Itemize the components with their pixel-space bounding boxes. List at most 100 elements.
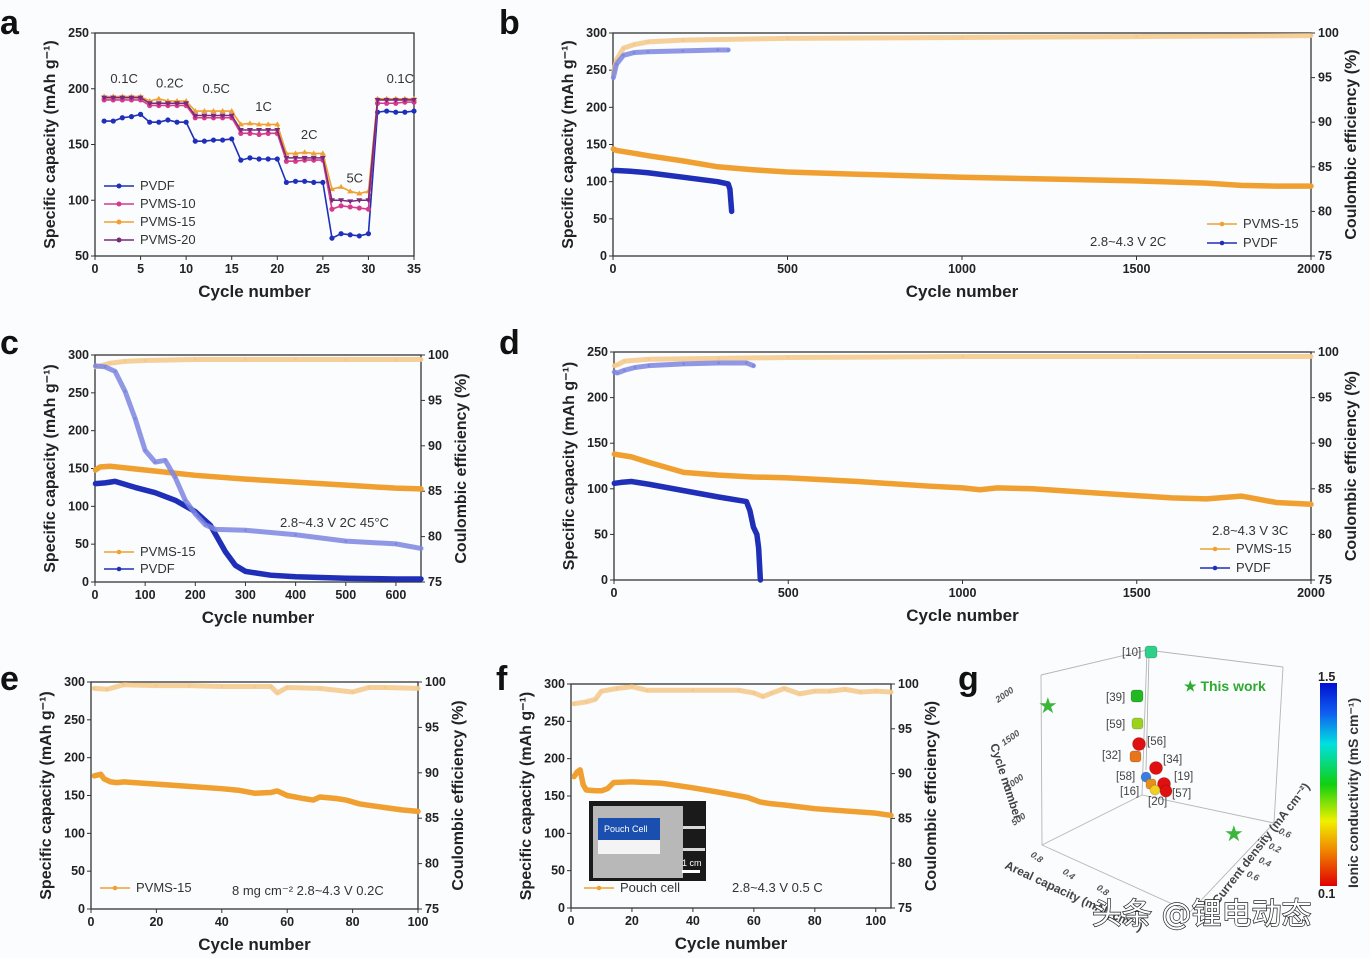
data-point bbox=[411, 108, 417, 114]
data-point bbox=[419, 577, 423, 581]
data-point bbox=[285, 686, 289, 689]
data-point bbox=[419, 358, 423, 361]
data-point bbox=[755, 533, 759, 536]
data-point bbox=[283, 179, 289, 186]
data-point bbox=[113, 479, 117, 483]
legend-marker bbox=[1219, 240, 1225, 246]
data-point bbox=[220, 685, 224, 688]
y-tick-label: 250 bbox=[544, 714, 565, 728]
data-point bbox=[318, 686, 322, 690]
data-point bbox=[856, 480, 860, 483]
y-tick-label: 150 bbox=[587, 436, 608, 450]
data-point bbox=[256, 156, 262, 162]
data-point bbox=[874, 689, 878, 693]
y2-tick-label: 90 bbox=[425, 766, 439, 780]
data-point bbox=[183, 119, 189, 125]
x-tick-label: 80 bbox=[346, 915, 360, 929]
data-point bbox=[329, 235, 335, 241]
point-ref-label: [10] bbox=[1122, 647, 1141, 659]
data-point bbox=[752, 691, 756, 695]
data-point bbox=[584, 700, 588, 704]
data-point bbox=[244, 477, 247, 481]
y2-tick-label: 85 bbox=[1318, 482, 1332, 496]
data-point bbox=[356, 205, 362, 211]
data-point bbox=[629, 169, 632, 173]
data-point bbox=[192, 113, 199, 119]
g-point: [39] bbox=[1106, 689, 1144, 704]
data-point bbox=[94, 482, 97, 486]
data-point bbox=[133, 486, 137, 489]
colorbar-min-label: 0.1 bbox=[1318, 887, 1335, 901]
data-point bbox=[400, 808, 404, 812]
data-point bbox=[193, 473, 197, 477]
point-ref-label: [56] bbox=[1147, 736, 1166, 748]
x-tick-label: 100 bbox=[135, 588, 156, 602]
y-tick-label: 0 bbox=[78, 902, 85, 916]
point-ref-label: [58] bbox=[1116, 771, 1135, 783]
data-point bbox=[192, 108, 199, 114]
x-tick-label: 10 bbox=[179, 262, 193, 276]
data-point bbox=[632, 43, 636, 46]
data-point bbox=[606, 787, 609, 790]
data-point bbox=[220, 137, 226, 143]
y-tick-label: 200 bbox=[64, 751, 85, 765]
data-point bbox=[786, 476, 790, 480]
data-point bbox=[173, 476, 177, 479]
data-point bbox=[1135, 35, 1138, 38]
data-point bbox=[681, 49, 685, 53]
data-point bbox=[1309, 34, 1313, 38]
data-point bbox=[632, 51, 636, 55]
data-point bbox=[593, 697, 597, 701]
x-tick-label: 0 bbox=[92, 262, 99, 276]
data-point bbox=[237, 121, 244, 127]
data-point bbox=[344, 483, 348, 487]
x-tick-label: 0 bbox=[610, 262, 617, 276]
data-point bbox=[681, 175, 685, 179]
x-tick-label: 1000 bbox=[948, 262, 976, 276]
pouch-cell-inset-photo: Pouch Cell 1 cm bbox=[589, 801, 706, 881]
z-tick-label: 1500 bbox=[999, 728, 1021, 748]
data-point bbox=[275, 691, 279, 695]
legend-label: PVDF bbox=[1236, 560, 1271, 575]
test-condition-annotation: 2.8~4.3 V 3C bbox=[1212, 523, 1288, 538]
x-tick-label: 1500 bbox=[1123, 586, 1151, 600]
data-point bbox=[294, 575, 298, 579]
data-point bbox=[329, 206, 335, 212]
y-tick-label: 250 bbox=[586, 63, 607, 77]
data-point bbox=[247, 130, 253, 136]
data-point bbox=[646, 154, 650, 158]
rate-annotation: 2C bbox=[301, 127, 318, 142]
x-tick-label: 40 bbox=[686, 914, 700, 928]
data-point bbox=[201, 138, 207, 144]
data-point bbox=[394, 358, 398, 361]
data-point bbox=[1030, 487, 1034, 491]
y2-tick-label: 85 bbox=[898, 811, 912, 825]
data-point bbox=[612, 364, 616, 368]
data-point bbox=[203, 523, 207, 527]
data-point bbox=[889, 690, 893, 694]
legend-label: PVDF bbox=[140, 178, 175, 193]
data-point bbox=[344, 539, 348, 543]
data-point bbox=[600, 789, 603, 793]
data-point bbox=[383, 686, 387, 689]
legend-label: Pouch cell bbox=[620, 880, 680, 895]
data-point bbox=[622, 53, 625, 57]
y2-tick-label: 85 bbox=[425, 811, 439, 825]
z-tick-label: 2000 bbox=[993, 685, 1016, 705]
y-tick-label: 0.4 bbox=[1257, 855, 1273, 869]
legend-marker bbox=[116, 183, 122, 189]
x-axis-label: Cycle number bbox=[198, 282, 311, 301]
x-tick-label: 25 bbox=[316, 262, 330, 276]
legend-label: PVMS-15 bbox=[140, 544, 196, 559]
y-axis-label: Specific capacity (mAh g⁻¹) bbox=[38, 691, 55, 900]
y2-tick-label: 80 bbox=[425, 857, 439, 871]
data-point bbox=[285, 794, 289, 797]
data-point bbox=[137, 95, 144, 101]
this-work-legend: ★ This work bbox=[1184, 678, 1266, 694]
data-point bbox=[1239, 183, 1243, 187]
y-tick-label: 50 bbox=[71, 864, 85, 878]
series-efficiency-pvdf bbox=[610, 47, 731, 81]
data-point bbox=[292, 178, 299, 184]
data-point bbox=[752, 475, 755, 479]
legend-marker bbox=[116, 549, 122, 555]
